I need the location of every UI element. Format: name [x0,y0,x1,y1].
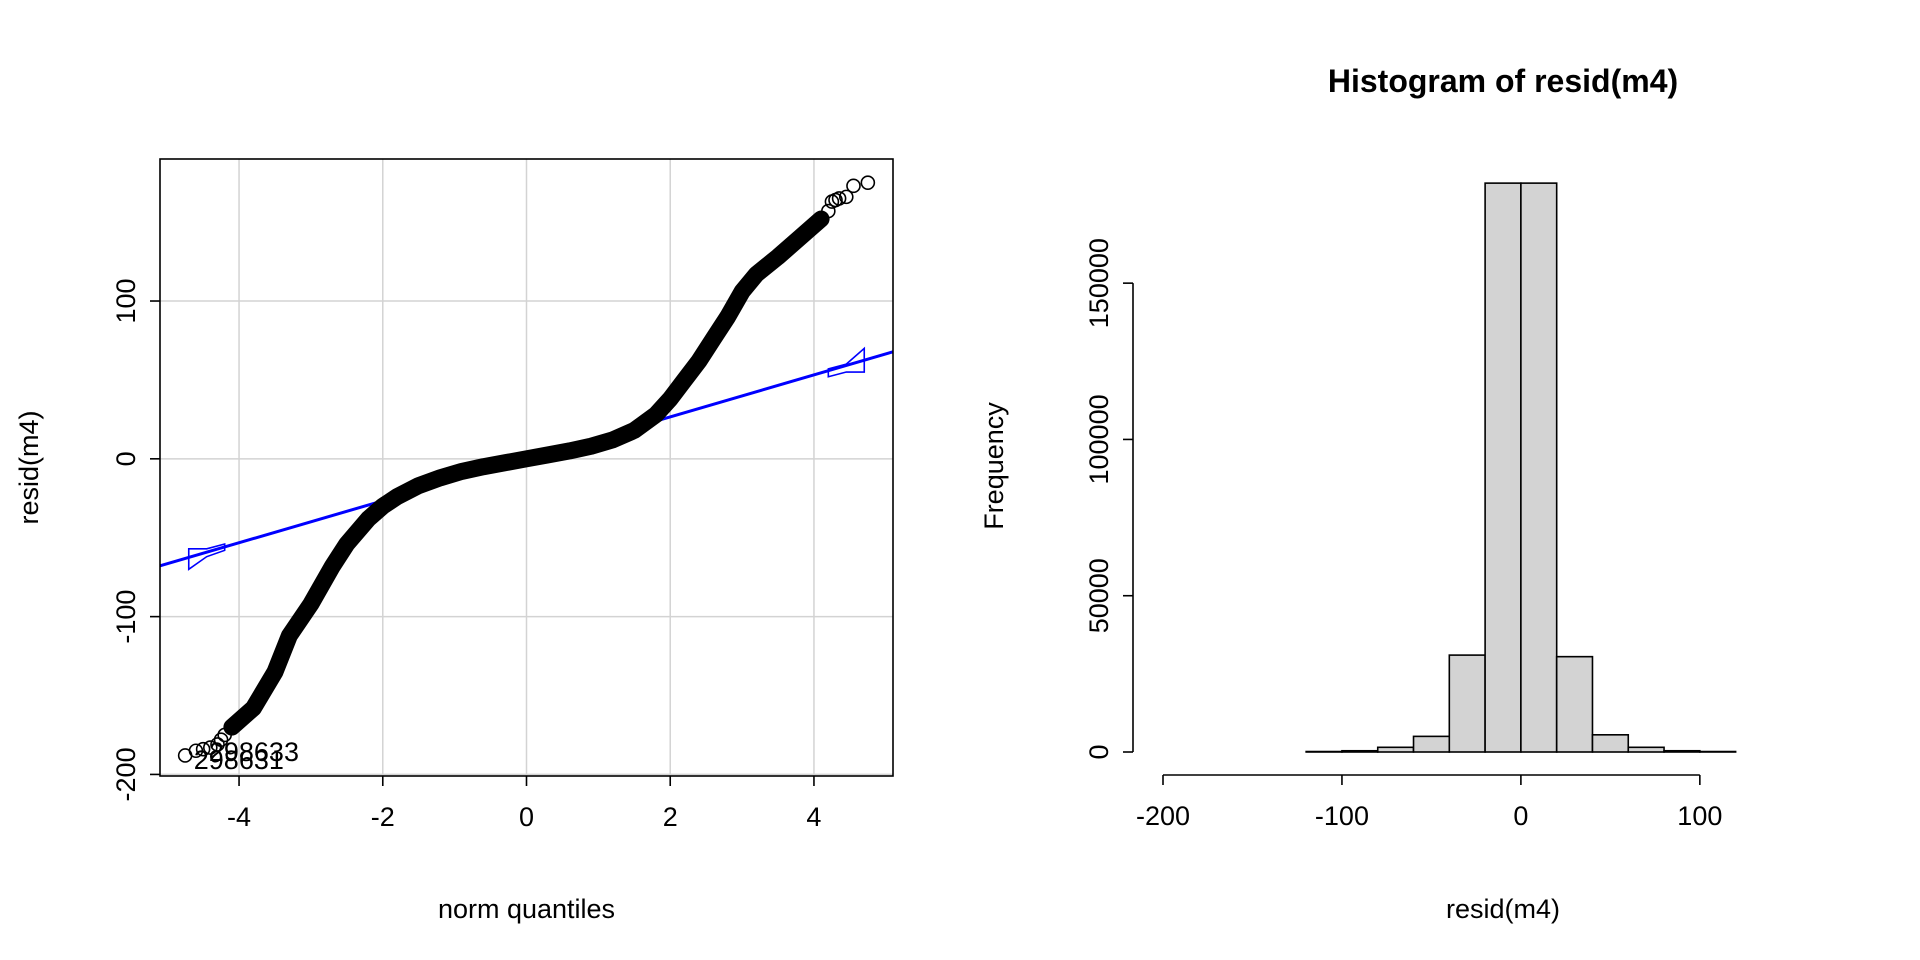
qq-y-axis: -200 -100 0 100 [111,278,160,801]
qq-x-tick-label: -2 [371,802,395,832]
qq-point [381,505,384,508]
qq-y-tick-label: -200 [111,747,141,801]
qq-point [417,484,420,487]
qq-point [755,273,758,276]
qq-point [309,602,312,605]
histogram-bar [1341,749,1379,753]
histogram-x-axis: -200 -100 0 100 [1136,774,1722,831]
histogram-x-tick-label: 100 [1677,801,1722,831]
qq-point [568,449,571,452]
qq-point-label: 298631 [194,745,284,775]
qq-x-axis: -4 -2 0 2 4 [227,776,821,832]
qq-point [633,429,636,432]
histogram-bar [1376,746,1415,753]
qq-x-tick-label: 2 [663,802,678,832]
qq-grid [160,159,893,776]
qq-point [683,378,686,381]
qq-point [213,732,229,748]
histogram-bar [1663,749,1701,753]
histogram-y-tick-label: 100000 [1084,394,1114,484]
qq-point [798,236,801,239]
qq-point [482,465,485,468]
qq-y-axis-label: resid(m4) [14,410,44,524]
qq-point [820,217,823,220]
histogram-bar [1591,734,1630,753]
histogram-bar [1520,182,1558,753]
qq-point [210,737,225,752]
histogram-panel: Histogram of resid(m4) -200 -100 0 100 0 500… [979,63,1737,924]
qq-point [203,740,218,755]
histogram-bar [1627,746,1665,753]
qq-point [439,476,442,479]
histogram-y-axis-label: Frequency [979,402,1009,530]
qq-point [860,175,876,190]
qq-point [460,470,463,473]
qq-point [396,495,399,498]
histogram-x-tick-label: 0 [1513,801,1528,831]
qq-point [821,203,836,219]
qq-point-label: 298633 [209,737,299,767]
qq-point [838,189,854,205]
qq-y-tick-label: 0 [111,451,141,466]
qq-point [217,727,232,743]
histogram-bar [1484,182,1522,753]
qq-point [345,543,348,546]
qq-point [331,565,334,568]
histogram-bar [1448,654,1486,753]
qq-point [777,255,780,258]
qq-x-tick-label: 4 [806,802,821,832]
qq-point [726,315,729,318]
qq-point [230,726,233,729]
qq-point [188,743,204,759]
qq-point [831,191,847,206]
qq-points-dense-band [223,210,830,736]
qq-point [367,517,370,520]
qq-point [503,461,506,464]
histogram-y-tick-label: 50000 [1084,558,1114,633]
histogram-bars [1305,182,1737,753]
qq-point [846,178,861,194]
qq-point [525,457,528,460]
qq-y-tick-label: -100 [111,590,141,644]
histogram-bar [1412,735,1451,753]
histogram-x-tick-label: -100 [1315,801,1369,831]
histogram-bar [1555,655,1594,753]
qq-point [195,741,211,757]
qq-point [611,438,614,441]
qq-point [697,359,700,362]
histogram-y-tick-label: 150000 [1084,238,1114,328]
qq-point [547,453,550,456]
qq-point [590,445,593,448]
qq-point [669,397,672,400]
histogram-title: Histogram of resid(m4) [1328,63,1678,99]
histogram-y-tick-label: 0 [1084,744,1114,759]
qq-y-tick-label: 100 [111,278,141,323]
qq-x-tick-label: 0 [519,802,534,832]
qq-x-tick-label: -4 [227,802,251,832]
histogram-x-tick-label: -200 [1136,801,1190,831]
qq-point [273,670,276,673]
qq-envelope-band [187,542,226,571]
histogram-x-axis-label: resid(m4) [1446,894,1560,924]
qq-point [252,707,255,710]
qq-point [288,634,291,637]
qq-point [712,337,715,340]
qq-x-axis-label: norm quantiles [438,894,615,924]
histogram-y-axis: 0 50000 100000 150000 [1084,238,1134,760]
qq-points [177,175,876,763]
qq-point [654,413,657,416]
qq-point [741,290,744,293]
